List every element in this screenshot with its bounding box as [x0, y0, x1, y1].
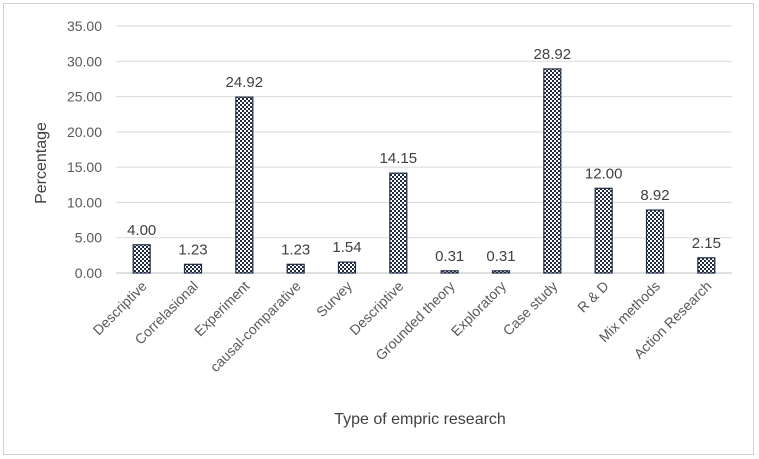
x-tick-label: causal-comparative [207, 278, 304, 375]
bar [235, 96, 254, 274]
y-tick-label: 30.00 [67, 53, 102, 69]
data-label: 8.92 [640, 187, 669, 204]
x-tick-label: Survey [313, 278, 355, 320]
bar [337, 261, 357, 274]
data-label: 2.15 [692, 235, 721, 252]
x-tick-label: Case study [500, 278, 561, 339]
data-label: 14.15 [380, 150, 418, 167]
y-tick-label: 35.00 [67, 18, 102, 34]
x-tick-label: Exploratory [448, 278, 509, 339]
y-tick-label: 20.00 [67, 124, 102, 140]
data-label: 12.00 [585, 165, 623, 182]
y-tick-label: 5.00 [75, 230, 102, 246]
data-label: 1.23 [281, 241, 310, 258]
data-label: 28.92 [534, 46, 572, 63]
y-tick-label: 0.00 [75, 265, 102, 281]
data-label: 1.54 [332, 239, 361, 256]
bar [594, 187, 613, 274]
bar [543, 68, 562, 274]
bar [697, 257, 716, 274]
bar [132, 244, 151, 274]
data-label: 24.92 [226, 74, 264, 91]
y-tick-label: 15.00 [67, 159, 102, 175]
y-axis-title: Percentage [33, 122, 50, 204]
bar [183, 263, 203, 274]
data-label: 4.00 [127, 222, 156, 239]
y-tick-label: 25.00 [67, 89, 102, 105]
chart-frame [3, 3, 754, 455]
x-axis-title: Type of empric research [334, 411, 506, 428]
x-tick-label: R & D [574, 278, 612, 316]
y-tick-label: 10.00 [67, 194, 102, 210]
bar [491, 270, 511, 274]
data-label: 0.31 [486, 248, 515, 265]
bar [645, 209, 665, 274]
bar [286, 263, 305, 274]
bar [389, 172, 408, 274]
bar [440, 270, 459, 274]
data-label: 0.31 [435, 248, 464, 265]
data-label: 1.23 [178, 241, 207, 258]
